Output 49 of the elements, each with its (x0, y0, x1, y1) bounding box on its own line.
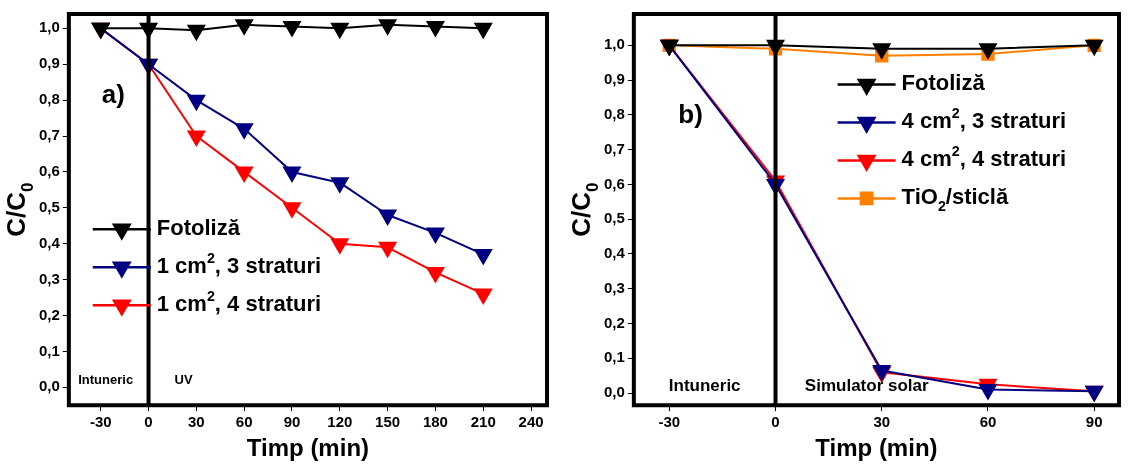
y-axis-title: C/C0 (1, 182, 37, 237)
y-tick-label: 0,0 (603, 383, 625, 401)
y-tick-label: 0,5 (603, 209, 625, 227)
annotation: b) (678, 98, 703, 129)
x-tick-label: -30 (658, 413, 681, 431)
y-tick-label: 0,8 (603, 104, 625, 122)
y-tick-label: 0,3 (603, 278, 625, 296)
x-tick-label: 0 (144, 413, 153, 431)
x-tick-label: 210 (470, 413, 496, 431)
annotation: Simulator solar (804, 375, 929, 395)
x-tick-label: 180 (422, 413, 448, 431)
x-tick-label: 120 (327, 413, 353, 431)
y-tick-label: 0,6 (38, 162, 60, 180)
y-tick-label: 1,0 (603, 35, 625, 53)
x-tick-label: 240 (518, 413, 544, 431)
annotation: Intuneric (668, 375, 741, 395)
annotation: UV (174, 371, 193, 387)
x-tick-label: 30 (188, 413, 205, 431)
y-tick-label: 0,1 (38, 341, 60, 359)
y-tick-label: 0,5 (38, 197, 60, 215)
x-tick-label: 90 (1085, 413, 1103, 431)
legend-label: Fotoliză (156, 215, 241, 241)
y-tick-label: 0,2 (603, 313, 625, 331)
x-axis-title: Timp (min) (246, 434, 370, 462)
x-tick-label: -30 (89, 413, 112, 431)
y-tick-label: 0,3 (38, 269, 60, 287)
x-tick-label: 150 (375, 413, 401, 431)
x-tick-label: 90 (283, 413, 301, 431)
x-tick-label: 30 (873, 413, 891, 431)
y-tick-label: 0,1 (603, 348, 625, 366)
y-tick-label: 0,7 (603, 139, 625, 157)
x-tick-label: 0 (771, 413, 780, 431)
y-tick-label: 0,4 (603, 244, 626, 262)
x-tick-label: 60 (979, 413, 997, 431)
x-tick-label: 60 (235, 413, 253, 431)
y-tick-label: 0,7 (38, 126, 60, 144)
annotation: Intuneric (78, 371, 134, 387)
y-tick-label: 0,4 (38, 233, 61, 251)
x-axis-title: Timp (min) (815, 434, 938, 462)
y-tick-label: 0,0 (38, 377, 60, 395)
annotation: a) (101, 79, 125, 110)
y-tick-label: 1,0 (38, 18, 60, 36)
y-tick-label: 0,2 (38, 305, 60, 323)
legend-label: Fotoliză (901, 70, 986, 96)
y-tick-label: 0,9 (38, 54, 60, 72)
y-tick-label: 0,9 (603, 70, 625, 88)
y-tick-label: 0,8 (38, 90, 60, 108)
y-axis-title: C/C0 (566, 182, 602, 237)
y-tick-label: 0,6 (603, 174, 625, 192)
